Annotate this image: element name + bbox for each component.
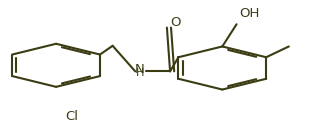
Text: OH: OH [240, 7, 260, 20]
Text: N: N [135, 63, 145, 76]
Text: H: H [136, 68, 144, 78]
Text: Cl: Cl [66, 110, 79, 123]
Text: O: O [170, 16, 181, 29]
